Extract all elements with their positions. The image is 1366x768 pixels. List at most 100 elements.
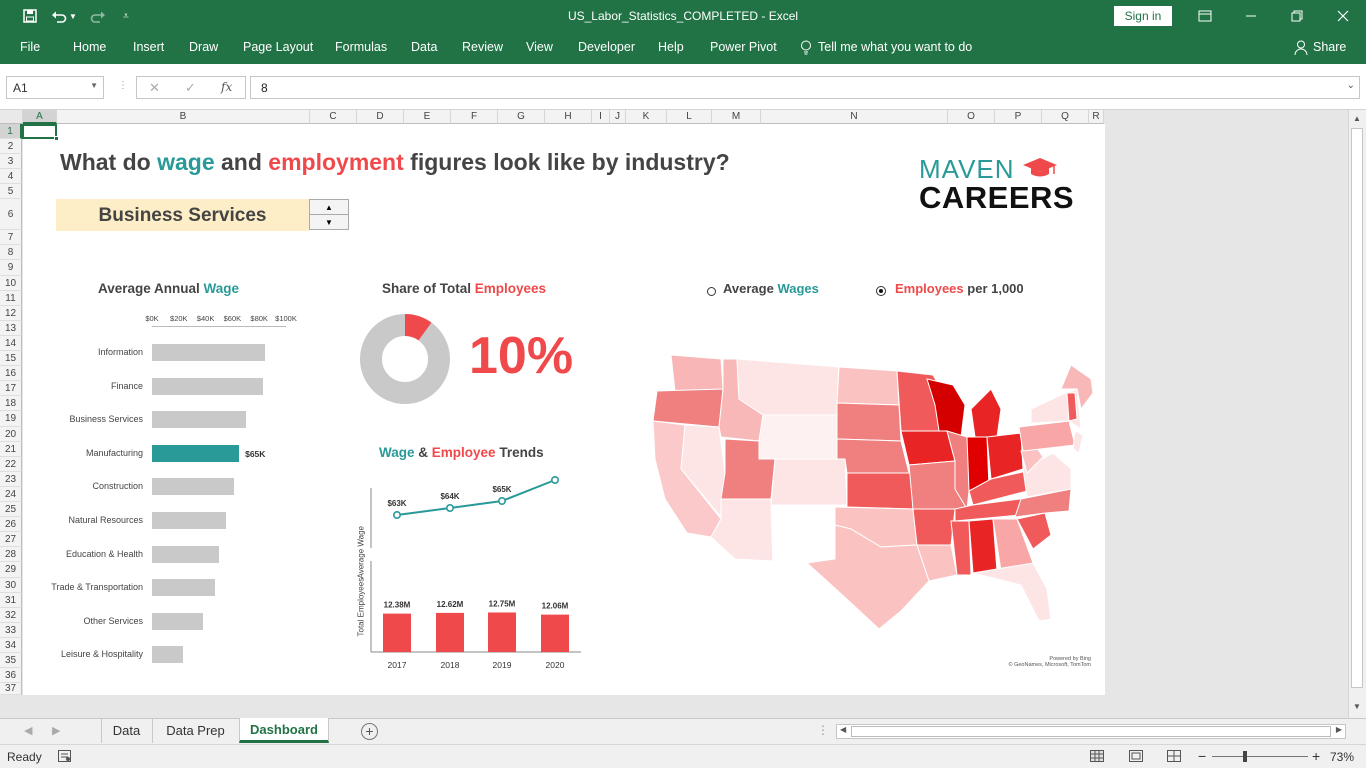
row-header-30[interactable]: 30 xyxy=(0,578,22,593)
row-header-10[interactable]: 10 xyxy=(0,276,22,291)
radio-employees-per-1000[interactable] xyxy=(876,286,886,296)
row-header-14[interactable]: 14 xyxy=(0,336,22,351)
column-header-n[interactable]: N xyxy=(761,110,948,124)
cancel-icon[interactable]: ✕ xyxy=(149,80,160,95)
restore-icon[interactable] xyxy=(1286,6,1308,26)
row-header-16[interactable]: 16 xyxy=(0,366,22,381)
spin-button[interactable]: ▲ ▼ xyxy=(309,199,349,230)
row-header-35[interactable]: 35 xyxy=(0,653,22,668)
page-break-view-icon[interactable] xyxy=(1167,750,1181,765)
row-header-27[interactable]: 27 xyxy=(0,532,22,547)
scroll-down-icon[interactable]: ▼ xyxy=(1353,702,1361,711)
fill-handle[interactable] xyxy=(54,136,59,141)
row-header-9[interactable]: 9 xyxy=(0,260,22,276)
column-header-o[interactable]: O xyxy=(948,110,995,124)
row-header-33[interactable]: 33 xyxy=(0,623,22,638)
column-header-a[interactable]: A xyxy=(23,110,57,124)
expand-formula-icon[interactable]: ⌄ xyxy=(1346,80,1355,91)
column-header-d[interactable]: D xyxy=(357,110,404,124)
column-header-r[interactable]: R xyxy=(1089,110,1104,124)
scroll-up-icon[interactable]: ▲ xyxy=(1353,114,1361,123)
zoom-in-icon[interactable]: + xyxy=(1312,748,1321,764)
row-header-12[interactable]: 12 xyxy=(0,306,22,321)
menu-power-pivot[interactable]: Power Pivot xyxy=(710,40,777,54)
industry-selector-cell[interactable]: Business Services xyxy=(56,199,309,231)
column-header-i[interactable]: I xyxy=(592,110,610,124)
row-header-8[interactable]: 8 xyxy=(0,245,22,260)
row-header-15[interactable]: 15 xyxy=(0,351,22,366)
zoom-slider-thumb[interactable] xyxy=(1243,751,1247,762)
row-header-18[interactable]: 18 xyxy=(0,396,22,411)
row-header-34[interactable]: 34 xyxy=(0,638,22,653)
tab-dashboard[interactable]: Dashboard xyxy=(239,718,329,743)
spin-up-icon[interactable]: ▲ xyxy=(310,200,348,215)
menu-file[interactable]: File xyxy=(20,40,41,54)
column-header-g[interactable]: G xyxy=(498,110,545,124)
row-header-32[interactable]: 32 xyxy=(0,608,22,623)
row-header-22[interactable]: 22 xyxy=(0,457,22,472)
row-header-25[interactable]: 25 xyxy=(0,502,22,517)
row-header-31[interactable]: 31 xyxy=(0,593,22,608)
hscroll-left-icon[interactable]: ◀ xyxy=(840,725,847,734)
row-header-2[interactable]: 2 xyxy=(0,139,22,154)
column-header-e[interactable]: E xyxy=(404,110,451,124)
zoom-slider[interactable] xyxy=(1212,756,1308,757)
name-box[interactable]: A1 ▼ xyxy=(6,76,104,99)
row-header-19[interactable]: 19 xyxy=(0,411,22,427)
column-header-q[interactable]: Q xyxy=(1042,110,1089,124)
sign-in-button[interactable]: Sign in xyxy=(1114,6,1172,26)
zoom-out-icon[interactable]: − xyxy=(1198,748,1207,764)
tell-me-search[interactable]: Tell me what you want to do xyxy=(818,40,973,54)
row-header-28[interactable]: 28 xyxy=(0,547,22,562)
menu-draw[interactable]: Draw xyxy=(189,40,219,54)
select-all-corner[interactable] xyxy=(0,110,23,124)
row-header-36[interactable]: 36 xyxy=(0,668,22,683)
row-header-29[interactable]: 29 xyxy=(0,562,22,578)
insert-function-icon[interactable]: fx xyxy=(221,80,233,94)
tab-data[interactable]: Data xyxy=(101,719,151,743)
menu-home[interactable]: Home xyxy=(73,40,107,54)
radio-average-wages-label[interactable]: Average Wages xyxy=(723,281,819,296)
customize-qat-icon[interactable]: ⩡ xyxy=(123,10,129,22)
menu-view[interactable]: View xyxy=(526,40,553,54)
horizontal-scrollbar[interactable]: ◀ ▶ xyxy=(836,724,1346,739)
column-header-l[interactable]: L xyxy=(667,110,712,124)
row-header-21[interactable]: 21 xyxy=(0,442,22,457)
horizontal-scroll-thumb[interactable] xyxy=(851,726,1331,737)
vertical-scroll-thumb[interactable] xyxy=(1351,128,1363,688)
page-layout-view-icon[interactable] xyxy=(1129,750,1143,765)
row-header-17[interactable]: 17 xyxy=(0,381,22,396)
row-header-7[interactable]: 7 xyxy=(0,230,22,245)
redo-icon[interactable] xyxy=(86,6,110,26)
menu-review[interactable]: Review xyxy=(462,40,503,54)
close-icon[interactable] xyxy=(1332,6,1354,26)
menu-page-layout[interactable]: Page Layout xyxy=(243,40,314,54)
radio-employees-label[interactable]: Employees per 1,000 xyxy=(895,281,1024,296)
column-header-k[interactable]: K xyxy=(626,110,667,124)
row-header-4[interactable]: 4 xyxy=(0,169,22,184)
tab-scroll-left-icon[interactable]: ◀ xyxy=(24,725,33,737)
menu-insert[interactable]: Insert xyxy=(133,40,165,54)
menu-help[interactable]: Help xyxy=(658,40,684,54)
tab-scroll-right-icon[interactable]: ▶ xyxy=(52,725,61,737)
row-header-5[interactable]: 5 xyxy=(0,184,22,199)
normal-view-icon[interactable] xyxy=(1090,750,1104,765)
menu-data[interactable]: Data xyxy=(411,40,438,54)
column-header-f[interactable]: F xyxy=(451,110,498,124)
row-header-1[interactable]: 1 xyxy=(0,124,22,139)
tab-data-prep[interactable]: Data Prep xyxy=(152,719,238,743)
menu-formulas[interactable]: Formulas xyxy=(335,40,388,54)
column-header-h[interactable]: H xyxy=(545,110,592,124)
enter-icon[interactable]: ✓ xyxy=(185,80,196,95)
undo-icon[interactable]: ▼ xyxy=(50,6,78,26)
column-header-j[interactable]: J xyxy=(610,110,626,124)
column-header-c[interactable]: C xyxy=(310,110,357,124)
save-icon[interactable] xyxy=(20,6,40,26)
tab-split-handle-icon[interactable]: ⋮ xyxy=(817,723,829,737)
row-header-37[interactable]: 37 xyxy=(0,683,22,695)
ribbon-display-options-icon[interactable] xyxy=(1194,6,1216,26)
row-header-6[interactable]: 6 xyxy=(0,199,22,230)
share-button[interactable]: Share xyxy=(1313,40,1347,54)
macro-recording-icon[interactable] xyxy=(58,750,71,765)
vertical-scrollbar[interactable]: ▲ ▼ xyxy=(1348,110,1366,718)
